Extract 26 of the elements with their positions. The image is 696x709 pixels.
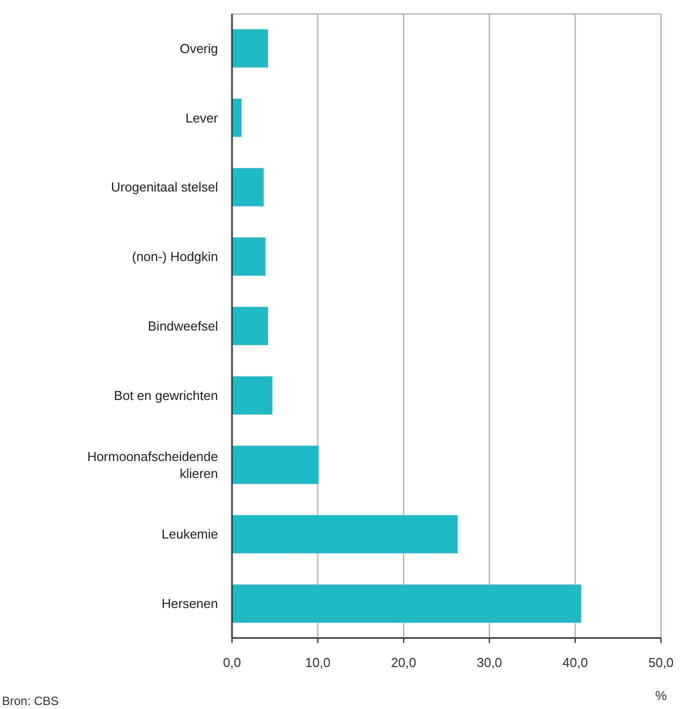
bar bbox=[232, 168, 264, 206]
bar bbox=[232, 376, 272, 414]
bar bbox=[232, 446, 319, 484]
y-tick-label: Lever bbox=[185, 110, 219, 126]
y-tick-label: Leukemie bbox=[162, 526, 218, 542]
y-tick-label: Bindweefsel bbox=[148, 318, 218, 334]
y-tick-label: Urogenitaal stelsel bbox=[111, 180, 218, 195]
x-tick-label: 30,0 bbox=[476, 655, 502, 670]
x-axis-title: % bbox=[655, 688, 668, 703]
bar bbox=[232, 238, 266, 276]
y-tick-label: (non-) Hodgkin bbox=[132, 249, 218, 264]
y-tick-label: Hormoonafscheidende klieren bbox=[87, 448, 218, 481]
y-tick-label: Hersenen bbox=[162, 596, 218, 612]
x-tick-label: 50,0 bbox=[648, 655, 674, 670]
x-tick-label: 40,0 bbox=[562, 655, 588, 670]
y-tick-label: Bot en gewrichten bbox=[114, 388, 218, 403]
x-tick-label: 20,0 bbox=[390, 655, 416, 670]
bar bbox=[232, 515, 458, 554]
bar bbox=[232, 306, 268, 346]
bar bbox=[232, 584, 582, 623]
y-tick-label: Overig bbox=[180, 40, 218, 56]
bar bbox=[232, 29, 268, 68]
x-tick-label: 10,0 bbox=[305, 655, 330, 670]
x-tick-label: 0,0 bbox=[222, 655, 242, 670]
bar bbox=[232, 98, 242, 137]
text: Bron: CBS bbox=[2, 694, 59, 708]
